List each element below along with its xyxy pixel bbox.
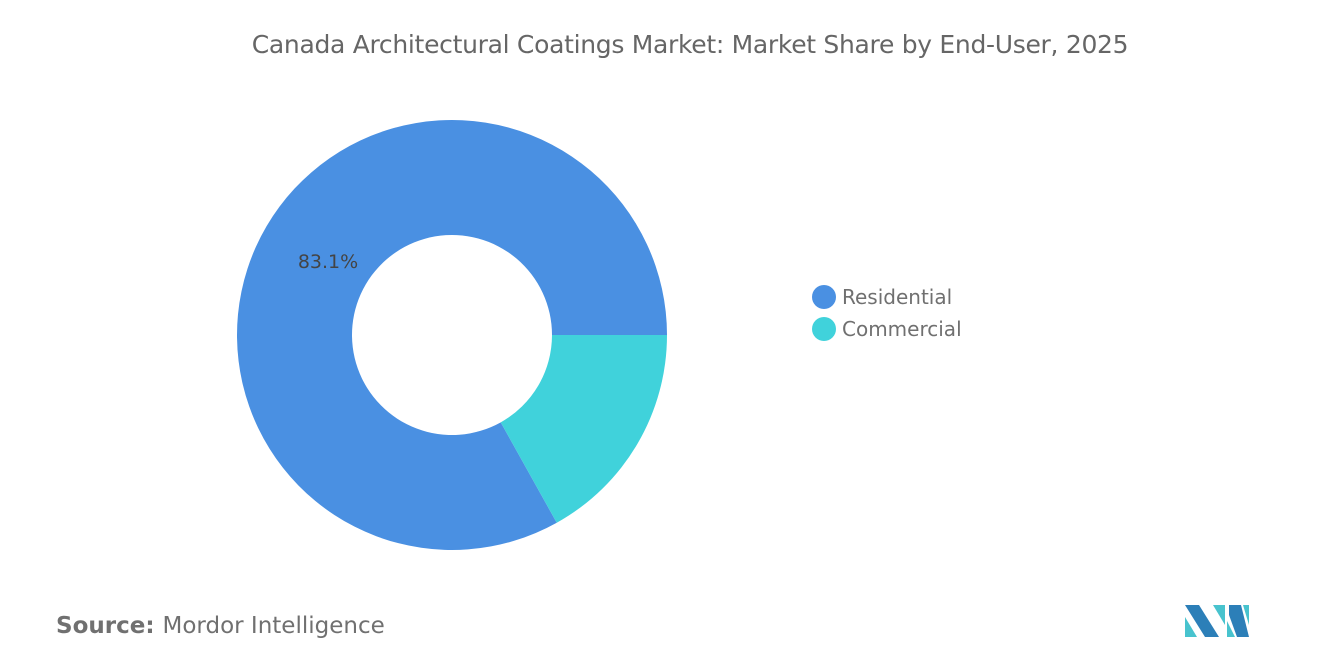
donut-slice-residential <box>236 120 668 551</box>
logo-shape-6 <box>1243 605 1249 625</box>
data-label-residential: 83.1% <box>298 251 358 273</box>
legend-swatch-commercial <box>812 317 836 341</box>
donut-slice-commercial <box>500 335 667 523</box>
logo-shape-3 <box>1213 605 1225 625</box>
legend-swatch-residential <box>812 285 836 309</box>
legend-item-commercial: Commercial <box>812 317 962 341</box>
legend-label-residential: Residential <box>842 285 953 309</box>
logo-shape-1 <box>1185 605 1219 637</box>
source-note: Source: Mordor Intelligence <box>56 613 385 639</box>
logo-shape-4 <box>1229 605 1249 637</box>
legend-label-commercial: Commercial <box>842 317 962 341</box>
source-value: Mordor Intelligence <box>162 613 385 639</box>
source-label: Source: <box>56 613 155 639</box>
chart-title: Canada Architectural Coatings Market: Ma… <box>251 30 1129 59</box>
logo-shape-5 <box>1227 621 1235 637</box>
logo-shape-2 <box>1185 617 1197 637</box>
mordor-intelligence-logo <box>1185 605 1249 637</box>
legend-item-residential: Residential <box>812 285 952 309</box>
